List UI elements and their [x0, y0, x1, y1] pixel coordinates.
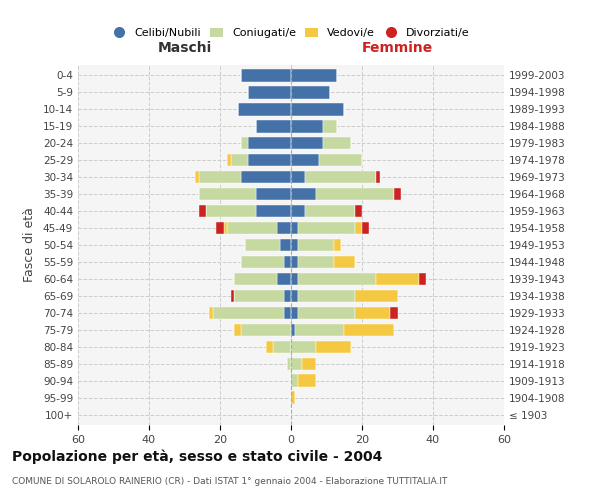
Bar [217, 222, 224, 234]
Bar [291, 188, 316, 200]
Bar [199, 188, 256, 200]
Bar [256, 188, 291, 200]
Bar [291, 324, 295, 336]
Bar [277, 272, 291, 285]
Bar [230, 290, 234, 302]
Bar [199, 170, 241, 183]
Bar [291, 256, 298, 268]
Bar [234, 290, 284, 302]
Bar [291, 170, 305, 183]
Bar [362, 222, 369, 234]
Bar [245, 238, 280, 252]
Bar [355, 290, 398, 302]
Bar [248, 154, 291, 166]
Bar [256, 120, 291, 132]
Bar [291, 204, 305, 218]
Bar [291, 374, 298, 387]
Bar [230, 154, 248, 166]
Bar [291, 136, 323, 149]
Bar [355, 222, 362, 234]
Bar [376, 170, 380, 183]
Bar [291, 340, 316, 353]
Bar [334, 256, 355, 268]
Bar [248, 136, 291, 149]
Bar [241, 136, 248, 149]
Bar [273, 340, 291, 353]
Bar [295, 324, 344, 336]
Bar [241, 324, 291, 336]
Bar [224, 222, 227, 234]
Bar [241, 69, 291, 82]
Bar [323, 136, 352, 149]
Bar [227, 154, 230, 166]
Bar [305, 204, 355, 218]
Bar [284, 290, 291, 302]
Bar [298, 238, 334, 252]
Bar [298, 290, 355, 302]
Bar [277, 222, 291, 234]
Bar [291, 103, 344, 116]
Bar [238, 103, 291, 116]
Bar [280, 238, 291, 252]
Bar [391, 306, 398, 320]
Bar [234, 272, 277, 285]
Bar [316, 340, 352, 353]
Bar [266, 340, 273, 353]
Bar [284, 256, 291, 268]
Bar [234, 324, 241, 336]
Bar [291, 358, 302, 370]
Bar [291, 392, 295, 404]
Bar [298, 256, 334, 268]
Bar [291, 272, 298, 285]
Bar [291, 69, 337, 82]
Text: Maschi: Maschi [157, 41, 212, 55]
Bar [206, 204, 256, 218]
Bar [241, 256, 284, 268]
Bar [355, 306, 391, 320]
Bar [316, 188, 394, 200]
Bar [305, 170, 376, 183]
Bar [355, 204, 362, 218]
Bar [291, 86, 330, 99]
Bar [195, 170, 199, 183]
Bar [334, 238, 341, 252]
Bar [227, 222, 277, 234]
Bar [291, 306, 298, 320]
Text: Popolazione per età, sesso e stato civile - 2004: Popolazione per età, sesso e stato civil… [12, 450, 382, 464]
Bar [419, 272, 426, 285]
Bar [291, 120, 323, 132]
Y-axis label: Fasce di età: Fasce di età [23, 208, 36, 282]
Bar [199, 204, 206, 218]
Bar [291, 238, 298, 252]
Bar [298, 222, 355, 234]
Bar [298, 306, 355, 320]
Text: Femmine: Femmine [362, 41, 433, 55]
Bar [376, 272, 419, 285]
Bar [302, 358, 316, 370]
Bar [256, 204, 291, 218]
Bar [213, 306, 284, 320]
Bar [298, 272, 376, 285]
Bar [298, 374, 316, 387]
Bar [241, 170, 291, 183]
Legend: Celibi/Nubili, Coniugati/e, Vedovi/e, Divorziati/e: Celibi/Nubili, Coniugati/e, Vedovi/e, Di… [108, 24, 474, 43]
Text: COMUNE DI SOLAROLO RAINERIO (CR) - Dati ISTAT 1° gennaio 2004 - Elaborazione TUT: COMUNE DI SOLAROLO RAINERIO (CR) - Dati … [12, 478, 448, 486]
Bar [291, 290, 298, 302]
Bar [248, 86, 291, 99]
Bar [291, 222, 298, 234]
Bar [344, 324, 394, 336]
Bar [323, 120, 337, 132]
Bar [291, 154, 319, 166]
Bar [287, 358, 291, 370]
Bar [284, 306, 291, 320]
Bar [319, 154, 362, 166]
Bar [209, 306, 213, 320]
Bar [394, 188, 401, 200]
